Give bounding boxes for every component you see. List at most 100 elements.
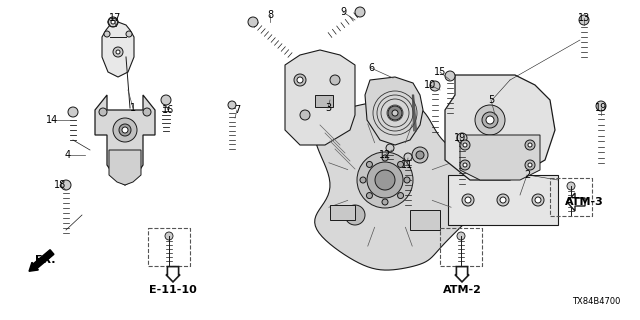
Circle shape bbox=[116, 50, 120, 54]
Text: 16: 16 bbox=[162, 105, 174, 115]
Circle shape bbox=[355, 7, 365, 17]
Circle shape bbox=[497, 194, 509, 206]
Circle shape bbox=[143, 108, 151, 116]
Circle shape bbox=[392, 110, 398, 116]
Circle shape bbox=[161, 95, 171, 105]
Text: 19: 19 bbox=[595, 103, 607, 113]
Circle shape bbox=[579, 15, 589, 25]
Bar bbox=[550, 178, 592, 216]
Text: 17: 17 bbox=[109, 13, 121, 23]
Circle shape bbox=[460, 160, 470, 170]
Polygon shape bbox=[315, 100, 490, 270]
Circle shape bbox=[367, 193, 372, 198]
Circle shape bbox=[535, 197, 541, 203]
Polygon shape bbox=[567, 193, 585, 211]
Circle shape bbox=[463, 163, 467, 167]
Circle shape bbox=[500, 197, 506, 203]
Text: 14: 14 bbox=[46, 115, 58, 125]
Text: 2: 2 bbox=[524, 170, 530, 180]
Polygon shape bbox=[460, 135, 540, 180]
Circle shape bbox=[567, 182, 575, 190]
Circle shape bbox=[119, 124, 131, 136]
Circle shape bbox=[228, 101, 236, 109]
Circle shape bbox=[475, 105, 505, 135]
Polygon shape bbox=[166, 267, 180, 282]
Text: 6: 6 bbox=[368, 63, 374, 73]
Circle shape bbox=[528, 163, 532, 167]
Circle shape bbox=[404, 177, 410, 183]
Bar bbox=[330, 205, 355, 220]
Circle shape bbox=[165, 232, 173, 240]
Circle shape bbox=[297, 77, 303, 83]
Text: ATM-2: ATM-2 bbox=[443, 285, 481, 295]
Polygon shape bbox=[365, 77, 423, 145]
Circle shape bbox=[99, 108, 107, 116]
Text: TX84B4700: TX84B4700 bbox=[572, 298, 620, 307]
Polygon shape bbox=[102, 22, 134, 77]
Circle shape bbox=[430, 81, 440, 91]
Circle shape bbox=[126, 31, 132, 37]
Text: FR.: FR. bbox=[35, 255, 55, 265]
Text: 18: 18 bbox=[54, 180, 66, 190]
Circle shape bbox=[61, 180, 71, 190]
Bar bbox=[410, 210, 440, 230]
Text: 15: 15 bbox=[434, 67, 446, 77]
Circle shape bbox=[122, 127, 128, 133]
Text: 8: 8 bbox=[267, 10, 273, 20]
Circle shape bbox=[397, 193, 404, 198]
Polygon shape bbox=[445, 75, 555, 180]
Text: 11: 11 bbox=[401, 160, 413, 170]
Circle shape bbox=[596, 101, 606, 111]
Text: 4: 4 bbox=[65, 150, 71, 160]
Circle shape bbox=[367, 162, 403, 198]
Bar bbox=[148, 228, 190, 266]
Circle shape bbox=[525, 140, 535, 150]
Bar bbox=[315, 95, 333, 107]
Text: 12: 12 bbox=[379, 150, 391, 160]
Circle shape bbox=[460, 140, 470, 150]
Text: 19: 19 bbox=[454, 133, 466, 143]
Text: ATM-3: ATM-3 bbox=[564, 197, 604, 207]
Circle shape bbox=[113, 118, 137, 142]
Text: 7: 7 bbox=[234, 105, 240, 115]
Circle shape bbox=[367, 162, 372, 167]
Bar bbox=[440, 228, 482, 266]
Circle shape bbox=[104, 31, 110, 37]
Circle shape bbox=[412, 147, 428, 163]
Polygon shape bbox=[95, 95, 155, 185]
Polygon shape bbox=[455, 267, 469, 282]
Circle shape bbox=[330, 75, 340, 85]
Circle shape bbox=[486, 116, 494, 124]
Circle shape bbox=[248, 17, 258, 27]
Circle shape bbox=[111, 20, 115, 24]
Circle shape bbox=[357, 152, 413, 208]
Circle shape bbox=[462, 194, 474, 206]
Polygon shape bbox=[109, 150, 141, 185]
Circle shape bbox=[345, 205, 365, 225]
Text: 9: 9 bbox=[340, 7, 346, 17]
Circle shape bbox=[457, 133, 467, 143]
Circle shape bbox=[528, 143, 532, 147]
Circle shape bbox=[463, 143, 467, 147]
Text: 5: 5 bbox=[488, 95, 494, 105]
Circle shape bbox=[404, 153, 412, 161]
Circle shape bbox=[532, 194, 544, 206]
Bar bbox=[448, 175, 558, 225]
Text: 1: 1 bbox=[130, 103, 136, 113]
Text: 10: 10 bbox=[424, 80, 436, 90]
Circle shape bbox=[457, 232, 465, 240]
Text: 13: 13 bbox=[578, 13, 590, 23]
Polygon shape bbox=[285, 50, 355, 145]
Circle shape bbox=[108, 17, 118, 27]
Circle shape bbox=[113, 47, 123, 57]
Circle shape bbox=[525, 160, 535, 170]
Circle shape bbox=[465, 197, 471, 203]
Circle shape bbox=[68, 107, 78, 117]
Circle shape bbox=[360, 177, 366, 183]
Circle shape bbox=[294, 74, 306, 86]
Circle shape bbox=[445, 71, 455, 81]
Circle shape bbox=[375, 170, 395, 190]
Circle shape bbox=[382, 199, 388, 205]
Circle shape bbox=[386, 144, 394, 152]
Circle shape bbox=[300, 110, 310, 120]
